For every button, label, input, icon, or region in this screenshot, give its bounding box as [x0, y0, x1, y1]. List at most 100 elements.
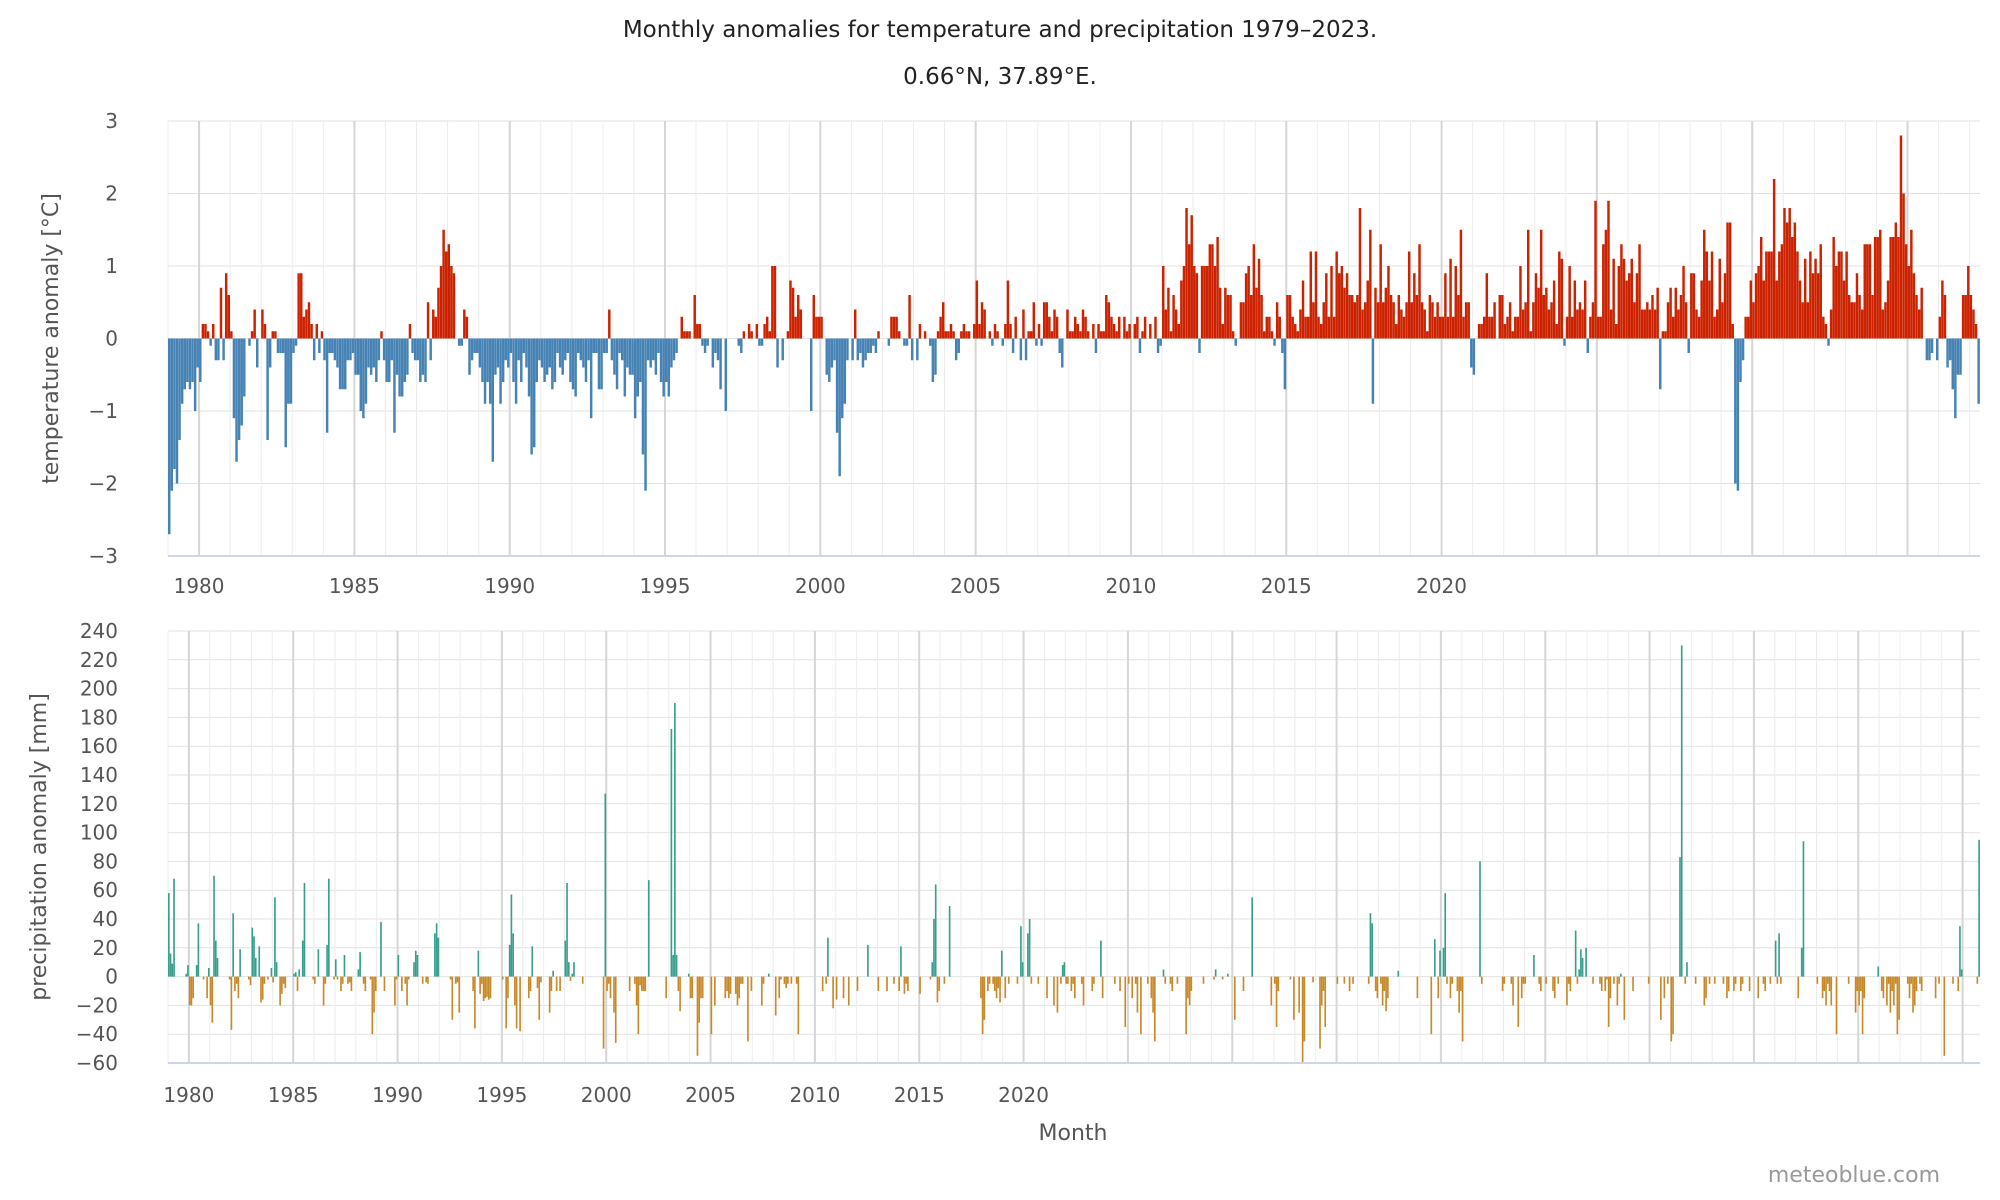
precipitation-bar: [1202, 976, 1205, 984]
y-tick-label: −2: [89, 472, 118, 496]
x-tick-label: 2005: [950, 574, 1001, 598]
precipitation-bar: [900, 946, 902, 977]
temperature-bar: [1741, 338, 1745, 361]
temperature-bar: [1467, 302, 1470, 339]
x-tick-label: 1980: [174, 574, 225, 598]
precipitation-bar: [1437, 976, 1440, 999]
temperature-bar: [1552, 280, 1556, 339]
precipitation-bar: [943, 976, 946, 984]
temperature-bar: [1648, 309, 1652, 339]
temperature-bar: [1747, 316, 1750, 339]
precipitation-bar: [209, 976, 212, 1006]
temperature-bar: [1490, 316, 1494, 339]
temperature-bar: [931, 338, 935, 382]
temperature-bar: [817, 316, 821, 339]
precipitation-bar: [1705, 976, 1707, 999]
temperature-bar: [1374, 287, 1377, 339]
precipitation-bar: [434, 933, 436, 977]
temperature-bar: [558, 338, 562, 368]
temperature-bar: [1897, 237, 1900, 339]
temperature-bar: [217, 338, 220, 361]
temperature-bar: [1187, 244, 1191, 339]
precipitation-bar: [1503, 976, 1506, 984]
precipitation-bar: [251, 927, 254, 977]
precipitation-bar: [1016, 976, 1019, 984]
temperature-bar: [362, 338, 365, 419]
precipitation-bar: [787, 976, 789, 984]
temperature-bar: [1783, 208, 1786, 339]
temperature-bar: [1625, 280, 1628, 339]
temperature-bar: [1319, 324, 1323, 339]
temperature-bar: [566, 338, 570, 353]
precipitation-bar: [394, 976, 396, 1006]
temperature-bar: [952, 331, 955, 339]
precipitation-bar: [327, 878, 330, 977]
temperature-bar: [1842, 280, 1846, 339]
precipitation-bar: [1114, 976, 1116, 984]
temperature-bar: [331, 338, 334, 353]
temperature-bar: [1224, 287, 1227, 339]
temperature-bar: [1659, 338, 1662, 390]
temperature-bar: [1433, 316, 1437, 339]
precipitation-bar: [397, 955, 400, 977]
temperature-bar: [846, 338, 849, 361]
precipitation-bar: [1713, 976, 1716, 984]
precipitation-bar: [1959, 926, 1961, 977]
precipitation-bar: [348, 976, 351, 983]
temperature-bar: [1669, 287, 1672, 339]
precipitation-bar: [929, 976, 932, 980]
x-tick-label: 2015: [894, 1083, 945, 1107]
temperature-bar: [307, 302, 311, 339]
temperature-bar: [1081, 309, 1085, 339]
temperature-bar: [1094, 338, 1098, 353]
temperature-bar: [499, 338, 502, 404]
precipitation-bar: [407, 976, 410, 980]
temperature-bar: [1092, 324, 1095, 339]
temperature-bar: [1778, 251, 1781, 339]
temperature-bar: [263, 324, 267, 339]
precipitation-bar: [1070, 976, 1073, 991]
temperature-bar: [1757, 266, 1760, 339]
temperature-bar: [1281, 338, 1284, 353]
temperature-bar: [1555, 324, 1558, 339]
precipitation-bar: [293, 973, 295, 977]
temperature-bar: [714, 338, 717, 353]
precipitation-bar: [427, 976, 429, 984]
precipitation-bar: [835, 976, 838, 1000]
precipitation-bar: [1273, 976, 1276, 984]
temperature-bar: [204, 324, 207, 339]
temperature-bar: [1001, 338, 1004, 346]
temperature-bar: [1602, 244, 1605, 339]
precipitation-bar: [1021, 962, 1024, 977]
precipitation-bar: [508, 944, 511, 977]
temperature-bar: [1438, 316, 1442, 339]
precipitation-bar: [531, 946, 534, 977]
temperature-bar: [178, 338, 181, 440]
temperature-bar: [1521, 309, 1525, 339]
temperature-bar: [1035, 338, 1038, 346]
precipitation-bar: [1860, 976, 1862, 991]
precipitation-bar: [1566, 976, 1568, 1006]
precipitation-bar: [1000, 950, 1003, 977]
y-tick-label: 160: [80, 734, 118, 758]
temperature-bar: [532, 338, 536, 448]
precipitation-bar: [350, 976, 353, 991]
temperature-bar: [1312, 302, 1315, 339]
temperature-bar: [589, 338, 593, 419]
temperature-bar: [1754, 273, 1758, 339]
temperature-bar: [1609, 309, 1613, 339]
temperature-bar: [941, 302, 945, 339]
temperature-bar: [633, 338, 637, 419]
temperature-bar: [1837, 251, 1841, 339]
temperature-bar: [486, 338, 489, 382]
precipitation-bar: [691, 976, 694, 999]
temperature-bar: [344, 338, 347, 390]
temperature-bar: [325, 338, 329, 433]
temperature-bar: [1402, 316, 1406, 339]
temperature-bar: [1863, 244, 1866, 339]
precipitation-bar: [413, 962, 415, 977]
temperature-bar: [1459, 229, 1463, 339]
temperature-bar: [903, 338, 906, 346]
temperature-bar: [1338, 273, 1341, 339]
precipitation-bar: [790, 976, 793, 984]
